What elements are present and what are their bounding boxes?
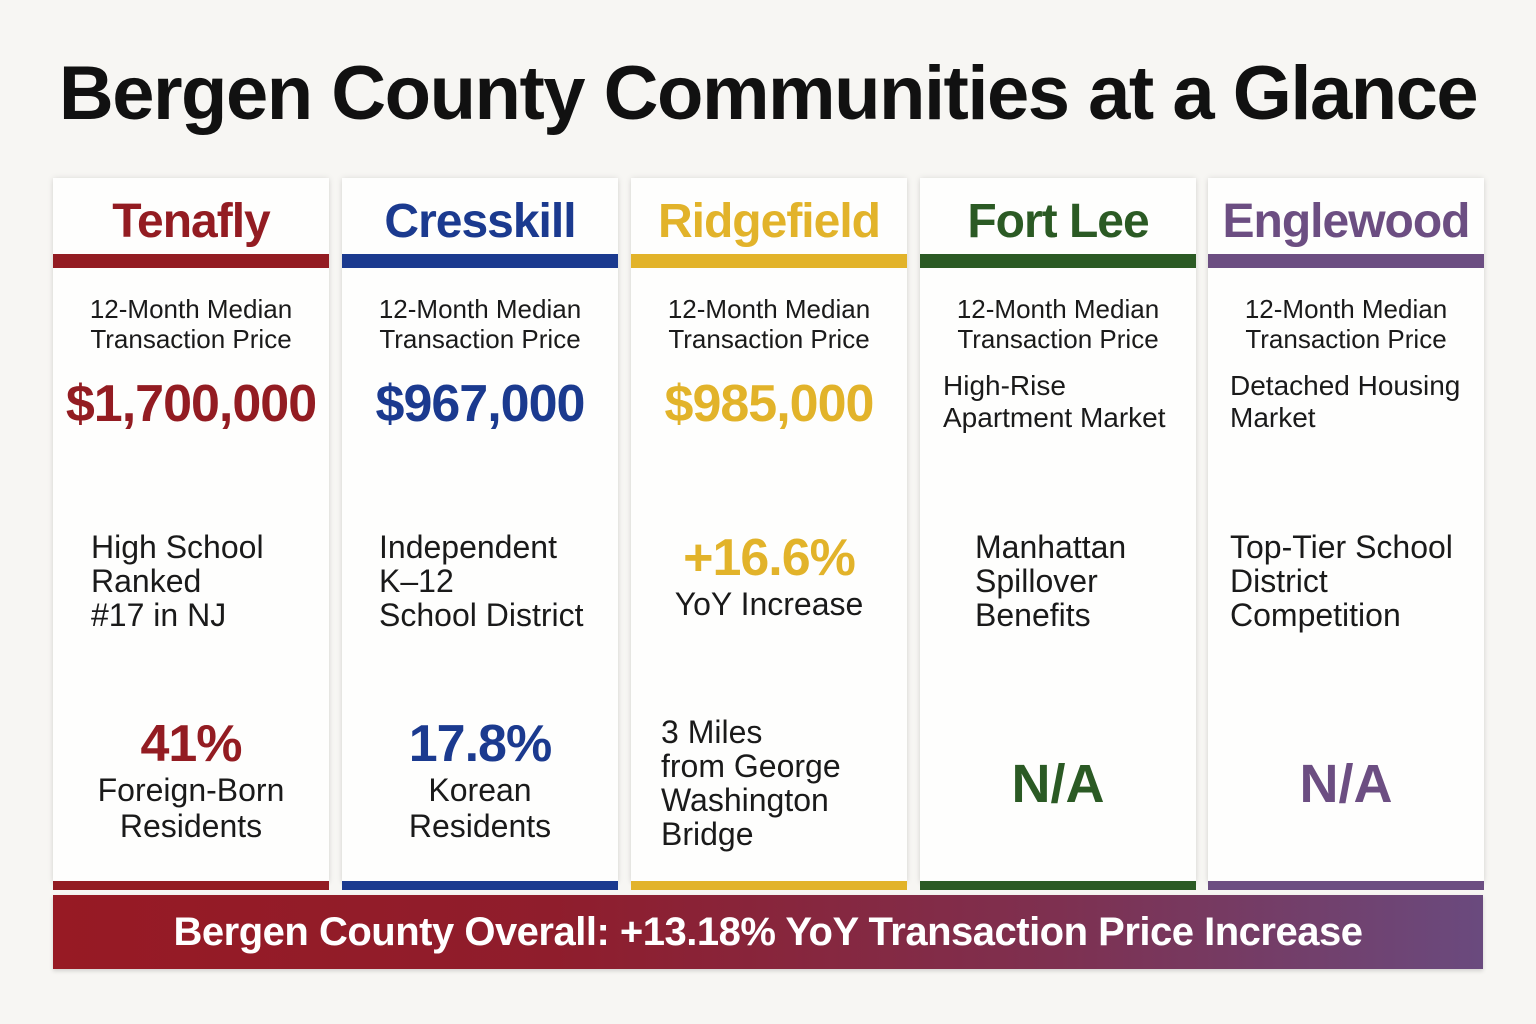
- community-card-tenafly: Tenafly 12-Month Median Transaction Pric…: [53, 178, 329, 890]
- community-card-fort-lee: Fort Lee 12-Month Median Transaction Pri…: [920, 178, 1196, 890]
- bridge-distance-note: 3 Miles from George Washington Bridge: [661, 714, 841, 852]
- not-available-text: N/A: [1011, 754, 1105, 814]
- card-header-rule: [342, 254, 618, 268]
- demographic-stat-value: 17.8%: [408, 715, 552, 773]
- summary-banner: Bergen County Overall: +13.18% YoY Trans…: [53, 895, 1483, 969]
- card-footer-rule: [920, 881, 1196, 890]
- card-header-rule: [53, 254, 329, 268]
- market-type-label: Detached Housing Market: [1230, 370, 1461, 433]
- community-card-cresskill: Cresskill 12-Month Median Transaction Pr…: [342, 178, 618, 890]
- market-type-label: High-Rise Apartment Market: [943, 370, 1166, 433]
- demographic-stat-label: Foreign-Born Residents: [97, 772, 285, 844]
- median-price-value: $967,000: [375, 375, 586, 433]
- page-title: Bergen County Communities at a Glance: [58, 51, 1479, 136]
- school-district-note: Independent K–12 School District: [379, 529, 584, 633]
- card-footer-rule: [1208, 881, 1484, 890]
- yoy-growth-value: +16.6%: [683, 529, 856, 587]
- metric-label: 12-Month Median Transaction Price: [89, 294, 293, 354]
- median-price-value: $985,000: [664, 375, 875, 433]
- demographic-stat-value: 41%: [140, 715, 242, 773]
- card-title: Fort Lee: [967, 195, 1149, 248]
- card-title: Tenafly: [112, 195, 270, 248]
- metric-label: 12-Month Median Transaction Price: [956, 294, 1160, 354]
- school-competition-note: Top-Tier School District Competition: [1230, 529, 1453, 633]
- not-available-text: N/A: [1299, 754, 1393, 814]
- card-header-rule: [631, 254, 907, 268]
- median-price-value: $1,700,000: [65, 375, 317, 433]
- community-card-ridgefield: Ridgefield 12-Month Median Transaction P…: [631, 178, 907, 890]
- card-title: Ridgefield: [657, 195, 881, 248]
- yoy-growth-label: YoY Increase: [674, 586, 864, 622]
- card-footer-rule: [342, 881, 618, 890]
- community-card-englewood: Englewood 12-Month Median Transaction Pr…: [1208, 178, 1484, 890]
- card-header-rule: [1208, 254, 1484, 268]
- metric-label: 12-Month Median Transaction Price: [1244, 294, 1448, 354]
- metric-label: 12-Month Median Transaction Price: [667, 294, 871, 354]
- card-title: Englewood: [1222, 195, 1471, 248]
- card-header-rule: [920, 254, 1196, 268]
- summary-banner-text: Bergen County Overall: +13.18% YoY Trans…: [173, 910, 1363, 954]
- school-ranking-note: High School Ranked #17 in NJ: [91, 529, 264, 633]
- metric-label: 12-Month Median Transaction Price: [378, 294, 582, 354]
- card-title: Cresskill: [384, 195, 576, 248]
- card-footer-rule: [631, 881, 907, 890]
- demographic-stat-label: Korean Residents: [408, 772, 552, 844]
- manhattan-spillover-note: Manhattan Spillover Benefits: [975, 529, 1127, 633]
- card-footer-rule: [53, 881, 329, 890]
